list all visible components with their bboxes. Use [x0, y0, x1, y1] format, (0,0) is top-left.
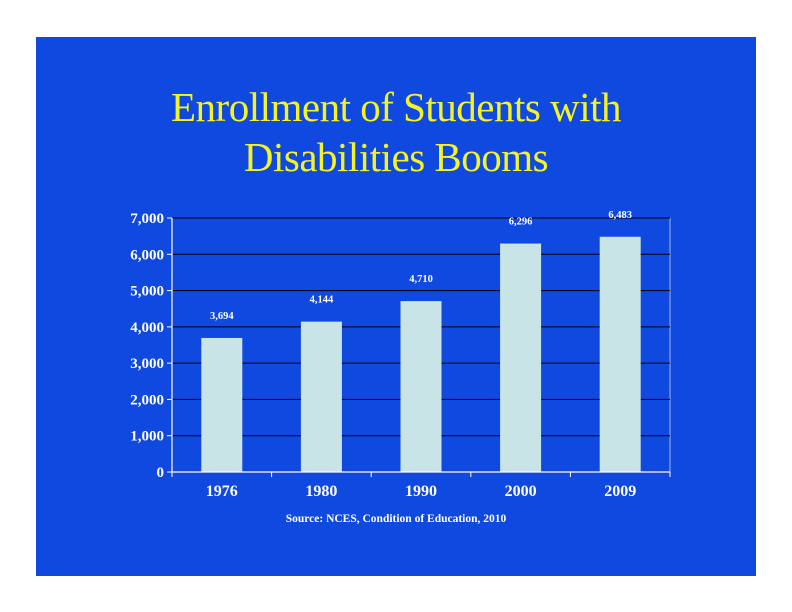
y-tick-label: 1,000: [130, 429, 164, 445]
y-tick-label: 5,000: [130, 284, 164, 300]
x-tick-label: 1980: [305, 483, 337, 500]
slide-title: Enrollment of Students with Disabilities…: [36, 82, 756, 182]
x-tick-label: 1990: [405, 483, 437, 500]
y-tick-label: 0: [157, 465, 165, 481]
data-label: 4,144: [310, 295, 334, 306]
data-label: 6,483: [608, 210, 632, 221]
bar-1976: [201, 337, 243, 472]
x-tick-label: 2000: [505, 483, 537, 500]
bar-1980: [300, 321, 342, 472]
y-tick-label: 4,000: [130, 320, 164, 336]
y-tick-label: 7,000: [130, 211, 164, 227]
axes: [167, 217, 671, 477]
source-note: Source: NCES, Condition of Education, 20…: [285, 513, 507, 525]
title-line-1: Enrollment of Students with: [171, 84, 622, 130]
labels: 0 1,000 2,000 3,000 4,000 5,000 6,000 7,000 1976…: [130, 210, 636, 500]
bar-2000: [500, 243, 542, 472]
data-label: 3,694: [210, 311, 234, 322]
y-tick-label: 3,000: [130, 356, 164, 372]
bar-2009: [599, 236, 641, 472]
x-tick-label: 1976: [206, 483, 238, 500]
y-tick-label: 6,000: [130, 247, 164, 263]
x-tick-label: 2009: [604, 483, 636, 500]
y-tick-label: 2,000: [130, 392, 164, 408]
bar-1990: [400, 301, 442, 472]
title-line-2: Disabilities Booms: [243, 134, 549, 180]
data-label: 4,710: [409, 274, 433, 285]
bars: [201, 236, 641, 472]
data-label: 6,296: [509, 217, 533, 228]
